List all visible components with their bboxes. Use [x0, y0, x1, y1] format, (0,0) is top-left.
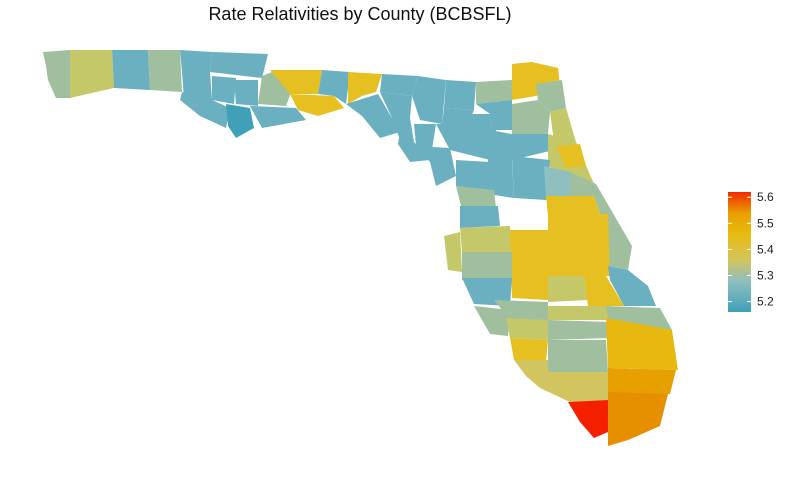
county-okaloosa[interactable]	[112, 50, 150, 90]
county-miami-dade[interactable]	[608, 392, 668, 446]
county-monroe[interactable]	[568, 400, 608, 438]
map-title: Rate Relativities by County (BCBSFL)	[208, 4, 512, 24]
county-leon[interactable]	[270, 70, 322, 94]
county-brevard[interactable]	[570, 172, 632, 270]
county-lee[interactable]	[506, 318, 548, 340]
county-pinellas[interactable]	[444, 232, 462, 272]
county-gilchrist[interactable]	[414, 124, 436, 150]
counties	[43, 50, 678, 446]
county-volusia-east[interactable]	[556, 144, 586, 168]
county-wakulla[interactable]	[290, 94, 344, 116]
county-flagler[interactable]	[550, 108, 576, 142]
county-seminole[interactable]	[544, 166, 570, 200]
county-jackson[interactable]	[210, 52, 268, 78]
county-lafayette[interactable]	[392, 118, 414, 142]
county-columbia[interactable]	[412, 76, 446, 124]
legend-tick-label: 5.5	[757, 216, 774, 230]
county-citrus[interactable]	[456, 160, 490, 190]
county-holmes[interactable]	[180, 50, 212, 72]
county-gadsden[interactable]	[258, 72, 292, 106]
county-washington[interactable]	[182, 72, 212, 100]
county-jefferson[interactable]	[318, 70, 350, 104]
county-franklin[interactable]	[250, 106, 306, 128]
county-calhoun[interactable]	[212, 76, 236, 104]
county-suwannee[interactable]	[380, 92, 412, 118]
legend-tick-label: 5.4	[757, 242, 774, 256]
county-broward[interactable]	[608, 368, 676, 394]
county-santa-rosa[interactable]	[70, 50, 114, 98]
county-hillsborough[interactable]	[460, 226, 512, 252]
county-hendry-south[interactable]	[548, 340, 608, 372]
county-pasco[interactable]	[460, 206, 500, 228]
county-alachua[interactable]	[436, 124, 496, 160]
county-union[interactable]	[442, 108, 474, 124]
county-escambia[interactable]	[43, 50, 70, 98]
county-gulf[interactable]	[226, 104, 254, 138]
county-madison[interactable]	[348, 72, 382, 104]
legend-tick-label: 5.3	[757, 268, 774, 282]
county-taylor[interactable]	[346, 94, 400, 138]
county-levy[interactable]	[416, 146, 456, 186]
county-indian-river[interactable]	[608, 266, 656, 306]
legend-tick-label: 5.6	[757, 190, 774, 204]
county-hardee[interactable]	[548, 276, 588, 302]
county-dixie[interactable]	[398, 132, 430, 162]
county-sarasota[interactable]	[462, 278, 512, 306]
county-polk[interactable]	[510, 230, 548, 300]
county-lake[interactable]	[512, 156, 550, 200]
county-marion[interactable]	[490, 130, 554, 162]
county-hendry[interactable]	[548, 320, 610, 340]
map-legend: 5.6 5.5 5.4 5.3 5.2	[728, 190, 774, 312]
county-putnam[interactable]	[512, 100, 550, 134]
county-baker[interactable]	[444, 80, 476, 110]
county-lee-south[interactable]	[510, 338, 548, 362]
county-hamilton[interactable]	[380, 74, 418, 96]
county-hernando[interactable]	[456, 186, 496, 210]
county-collier[interactable]	[514, 360, 608, 402]
county-palm-beach[interactable]	[606, 318, 678, 370]
county-osceola[interactable]	[548, 214, 610, 276]
county-glades[interactable]	[548, 306, 610, 320]
county-st-johns[interactable]	[536, 80, 566, 112]
county-clay[interactable]	[476, 100, 512, 130]
county-walton[interactable]	[148, 50, 182, 92]
county-orange[interactable]	[546, 196, 600, 216]
county-bay[interactable]	[180, 92, 230, 128]
county-manatee[interactable]	[462, 252, 512, 280]
legend-tick-label: 5.2	[757, 295, 774, 309]
county-sumter[interactable]	[488, 158, 514, 198]
county-nassau[interactable]	[476, 80, 512, 104]
county-charlotte[interactable]	[474, 306, 510, 336]
legend-colorbar	[728, 192, 751, 312]
county-liberty[interactable]	[234, 80, 258, 106]
county-highlands[interactable]	[584, 276, 624, 306]
